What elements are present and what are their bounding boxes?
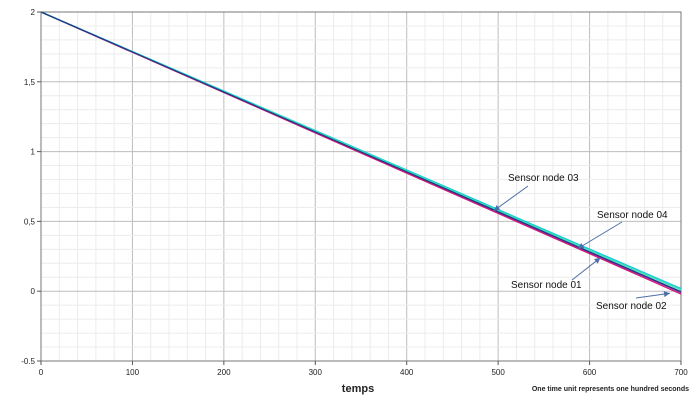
time-unit-note: One time unit represents one hundred sec… [532,386,689,393]
x-tick-label: 500 [491,368,505,377]
annotation-arrowhead [577,243,585,249]
x-tick-label: 0 [39,368,44,377]
x-tick-label: 100 [126,368,140,377]
annotations: Sensor node 03 Sensor node 04 Sensor node … [493,173,671,312]
y-tick-label: 2 [31,8,36,17]
annotation-arrow [571,257,601,281]
annotation-arrowhead [594,257,601,264]
axis-ticks: 0 100 200 300 400 500 600 700 -0.5 0 0,5 1 1,5 2 [21,8,688,377]
x-tick-label: 600 [583,368,597,377]
plot-frame [40,11,682,362]
annotation-arrow [577,221,623,250]
y-tick-label: 1 [31,148,36,157]
annotation-label: Sensor node 04 [597,210,668,221]
annotation-label: Sensor node 01 [511,280,582,291]
y-tick-label: 0,5 [24,217,36,226]
y-tick-label: 1,5 [24,78,36,87]
annotation-arrowhead [493,205,501,211]
series-line-5 [40,11,682,293]
annotation-arrowhead [663,291,670,298]
y-tick-label: -0.5 [21,357,35,366]
series-lines [40,11,682,295]
annotation-label: Sensor node 03 [508,173,579,184]
annotation-label: Sensor node 02 [596,301,667,312]
x-tick-label: 300 [309,368,323,377]
grid [41,12,681,361]
x-tick-label: 700 [674,368,688,377]
x-tick-label: 400 [400,368,414,377]
annotation-arrow [493,185,529,212]
x-axis-label: temps [342,383,374,395]
y-tick-label: 0 [31,287,36,296]
x-tick-label: 200 [217,368,231,377]
